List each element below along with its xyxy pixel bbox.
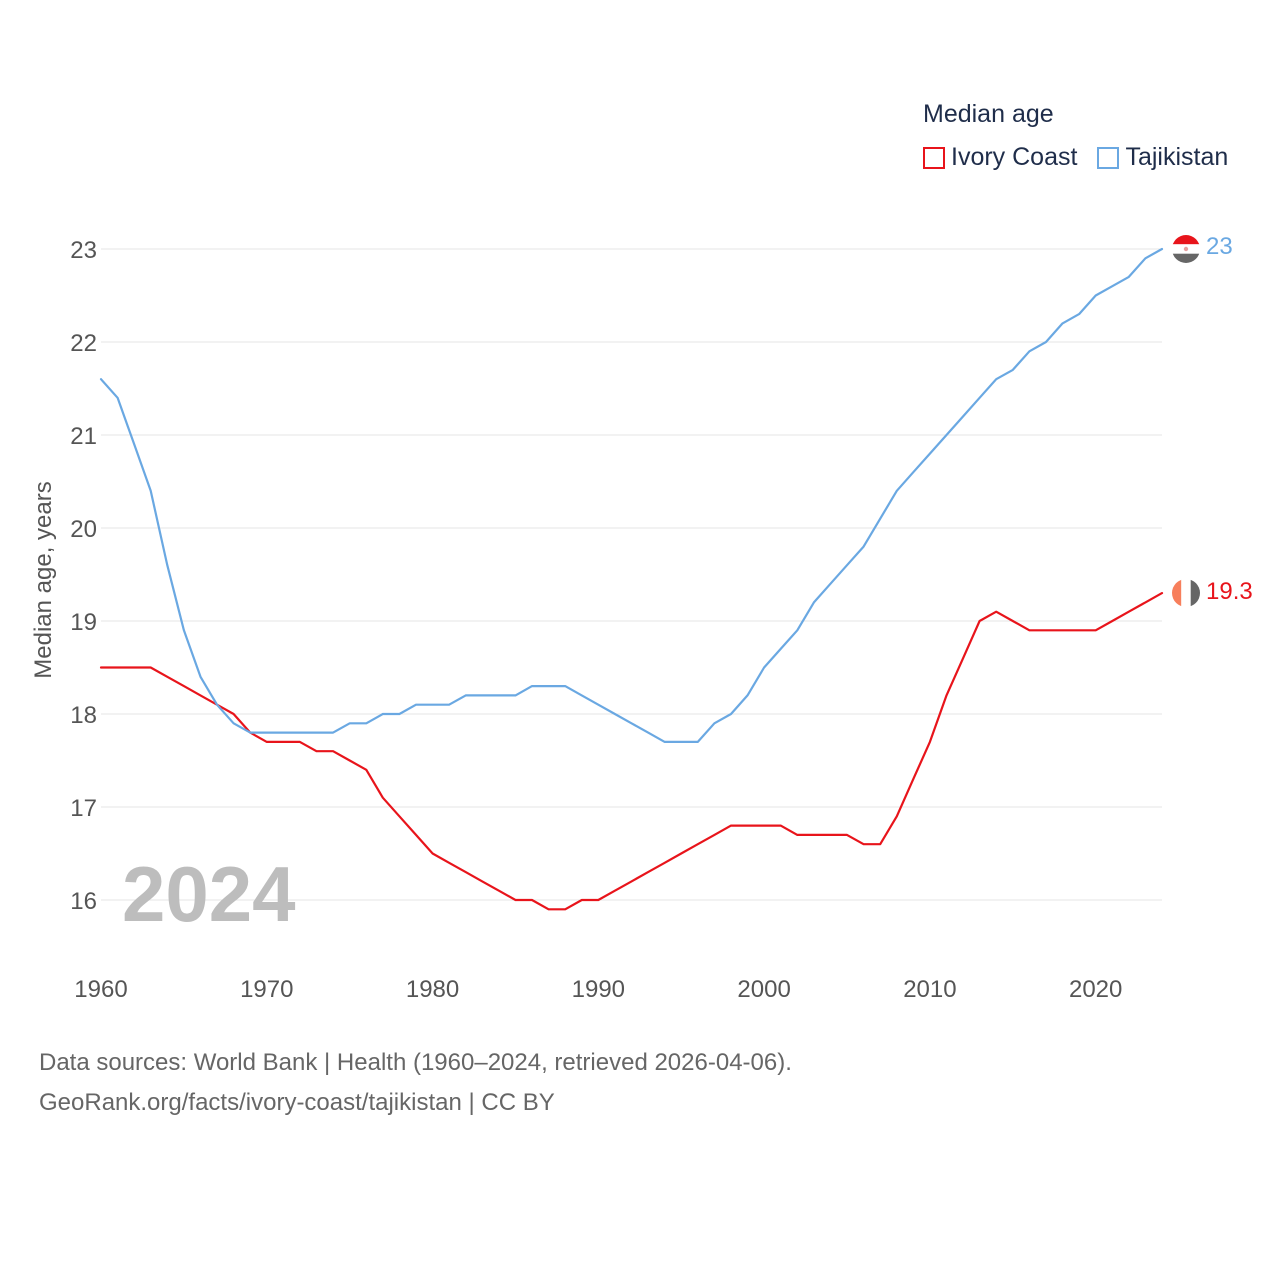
- legend-label-tajikistan: Tajikistan: [1125, 143, 1229, 171]
- x-tick-label-1960: 1960: [74, 976, 127, 1003]
- legend-item-ivory-coast[interactable]: Ivory Coast: [923, 143, 1077, 172]
- y-axis: 16 17 18 19 20 21 22 23: [70, 237, 97, 915]
- y-tick-label-18: 18: [70, 702, 97, 729]
- x-tick-label-1970: 1970: [240, 976, 293, 1003]
- x-tick-label-1980: 1980: [406, 976, 459, 1003]
- source-note: Data sources: World Bank | Health (1960–…: [39, 1043, 792, 1123]
- x-tick-label-2010: 2010: [903, 976, 956, 1003]
- legend-swatch-ivory-coast: [923, 146, 945, 169]
- tajikistan-end-value: 23: [1206, 233, 1233, 260]
- y-axis-title: Median age, years: [30, 481, 57, 678]
- year-overlay: 2024: [122, 850, 296, 938]
- legend-title: Median age: [923, 100, 1054, 128]
- series-line-ivory-coast: [99, 591, 1164, 911]
- y-tick-label-16: 16: [70, 888, 97, 915]
- legend-label-ivory-coast: Ivory Coast: [951, 143, 1078, 171]
- series-lines: [99, 247, 1164, 911]
- y-tick-label-22: 22: [70, 330, 97, 357]
- grid-lines: [101, 248, 1162, 901]
- x-tick-label-2020: 2020: [1069, 976, 1122, 1003]
- end-markers: [1172, 235, 1200, 607]
- y-tick-label-20: 20: [70, 516, 97, 543]
- x-tick-label-1990: 1990: [572, 976, 625, 1003]
- source-line-1: Data sources: World Bank | Health (1960–…: [39, 1049, 792, 1076]
- legend-item-tajikistan[interactable]: Tajikistan: [1097, 143, 1228, 172]
- legend: Ivory Coast Tajikistan: [923, 143, 1228, 172]
- legend-swatch-tajikistan: [1097, 146, 1120, 169]
- ivory-coast-end-value: 19.3: [1206, 578, 1253, 605]
- ivory-coast-flag-icon: [1172, 579, 1200, 607]
- y-tick-label-19: 19: [70, 609, 97, 636]
- y-tick-label-21: 21: [70, 423, 97, 450]
- x-tick-label-2000: 2000: [737, 976, 790, 1003]
- x-axis: 1960 1970 1980 1990 2000 2010 2020: [74, 976, 1122, 1003]
- source-line-2[interactable]: GeoRank.org/facts/ivory-coast/tajikistan…: [39, 1089, 555, 1116]
- y-tick-label-17: 17: [70, 795, 97, 822]
- series-line-tajikistan: [99, 247, 1164, 744]
- y-tick-label-23: 23: [70, 237, 97, 264]
- tajikistan-flag-icon: [1172, 235, 1200, 263]
